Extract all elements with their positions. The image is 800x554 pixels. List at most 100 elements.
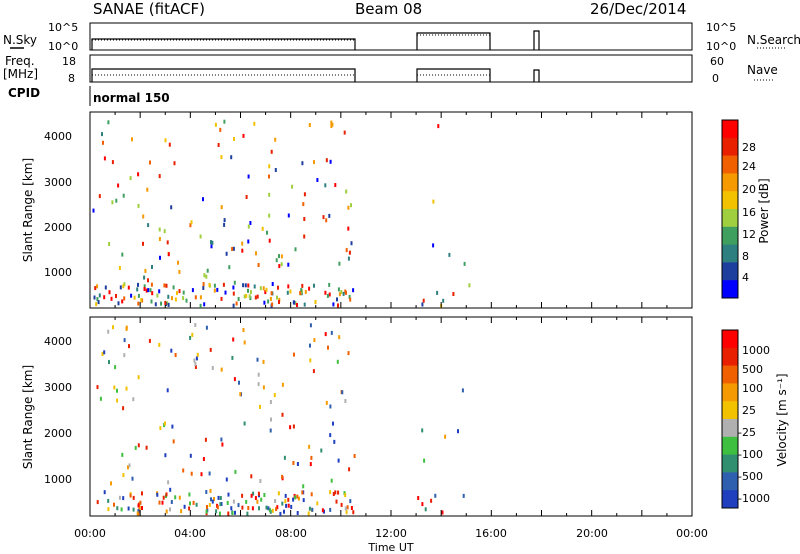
rti-cell <box>163 229 166 234</box>
rti-cell <box>94 286 97 291</box>
rti-cell <box>292 300 295 305</box>
rti-cell <box>267 506 270 511</box>
rti-cell <box>352 288 355 293</box>
rti-cell <box>266 230 268 235</box>
rti-cell <box>210 240 212 245</box>
xtick-0800: 08:00 <box>275 527 307 540</box>
rti-cell <box>326 293 329 298</box>
rti-cell <box>92 208 95 213</box>
rti-cell <box>234 510 236 515</box>
rti-cell <box>254 295 257 300</box>
rti-cell <box>303 302 306 307</box>
rti-cell <box>202 282 205 287</box>
rti-cell <box>166 301 169 306</box>
beam-title: Beam 08 <box>355 0 422 18</box>
rti-cell <box>265 287 268 292</box>
rti-cell <box>265 505 268 510</box>
power-ylabel: Slant Range [km] <box>21 158 35 262</box>
rti-cell <box>202 197 204 202</box>
rti-cell <box>163 283 166 288</box>
rti-cell <box>294 301 297 306</box>
rti-cell <box>214 122 217 127</box>
rti-cell <box>241 241 244 246</box>
freq-strip: Freq. [MHz] 18 8 60 0 Nave <box>3 54 778 85</box>
rti-cell <box>114 365 117 370</box>
rti-cell <box>468 283 471 288</box>
rti-cell <box>225 251 228 256</box>
nave-tick-top: 60 <box>710 55 724 68</box>
rti-cell <box>348 250 351 255</box>
rti-cell <box>250 493 253 498</box>
rti-cell <box>112 325 114 330</box>
colorbar-swatch <box>722 401 738 420</box>
rti-cell <box>257 372 260 377</box>
rti-cell <box>421 302 424 307</box>
rti-cell <box>234 469 237 474</box>
rti-cell <box>156 293 159 298</box>
velocity-axis-ticks <box>89 317 693 516</box>
rti-cell <box>103 350 106 355</box>
rti-cell <box>166 388 169 393</box>
rti-cell <box>270 291 273 296</box>
rti-cell <box>257 263 260 267</box>
rti-cell <box>113 502 115 507</box>
rti-cell <box>158 237 161 241</box>
rti-cell <box>170 500 173 504</box>
rti-cell <box>294 247 297 252</box>
rti-cell <box>128 344 130 349</box>
xtick-2400: 00:00 <box>676 527 708 540</box>
power-cbar-tick-4: 4 <box>742 271 749 284</box>
rti-cell <box>241 505 244 510</box>
colorbar-swatch <box>722 262 738 281</box>
noise-sky-trace <box>91 30 540 50</box>
rti-cell <box>177 260 179 265</box>
rti-cell <box>303 234 306 239</box>
rti-cell <box>437 124 440 129</box>
rti-cell <box>276 505 279 510</box>
rti-cell <box>349 499 352 504</box>
rti-cell <box>296 511 299 515</box>
rti-cell <box>233 377 236 382</box>
rti-cell <box>247 239 250 244</box>
rti-cell <box>224 290 227 295</box>
rti-cell <box>205 490 208 494</box>
rti-cell <box>117 183 120 188</box>
colorbar-swatch <box>722 244 738 263</box>
rti-cell <box>432 243 435 248</box>
velocity-ytick-4000: 4000 <box>44 335 72 348</box>
rti-cell <box>337 490 340 495</box>
rti-cell <box>136 511 139 516</box>
rti-cell <box>196 352 199 357</box>
power-colorbar-label: Power [dB] <box>757 178 771 243</box>
rti-cell <box>328 282 331 287</box>
rti-cell <box>347 205 350 210</box>
rti-cell <box>165 509 168 514</box>
rti-cell <box>232 285 235 290</box>
rti-cell <box>276 295 278 300</box>
rti-cell <box>199 295 202 300</box>
rti-cell <box>243 421 246 426</box>
colorbar-swatch <box>722 226 738 246</box>
rti-cell <box>324 183 327 188</box>
rti-cell <box>131 137 133 142</box>
rti-cell <box>350 241 353 246</box>
rti-cell <box>303 217 306 221</box>
velocity-cbar-tick-25: 25 <box>742 404 756 417</box>
rti-cell <box>208 282 211 287</box>
time-axis: 00:00 04:00 08:00 12:00 16:00 20:00 00:0… <box>74 527 708 554</box>
rti-cell <box>350 506 353 510</box>
rti-cell <box>436 290 439 295</box>
rti-cell <box>268 507 271 512</box>
rti-cell <box>142 214 145 219</box>
rti-cell <box>281 412 284 417</box>
xtick-0000: 00:00 <box>74 527 106 540</box>
rti-cell <box>142 241 144 246</box>
rti-cell <box>194 295 197 300</box>
rti-cell <box>96 500 99 505</box>
rti-cell <box>228 265 231 270</box>
rti-cell <box>122 193 125 198</box>
rti-cell <box>143 275 146 280</box>
rti-cell <box>103 295 106 300</box>
rti-cell <box>132 507 135 512</box>
